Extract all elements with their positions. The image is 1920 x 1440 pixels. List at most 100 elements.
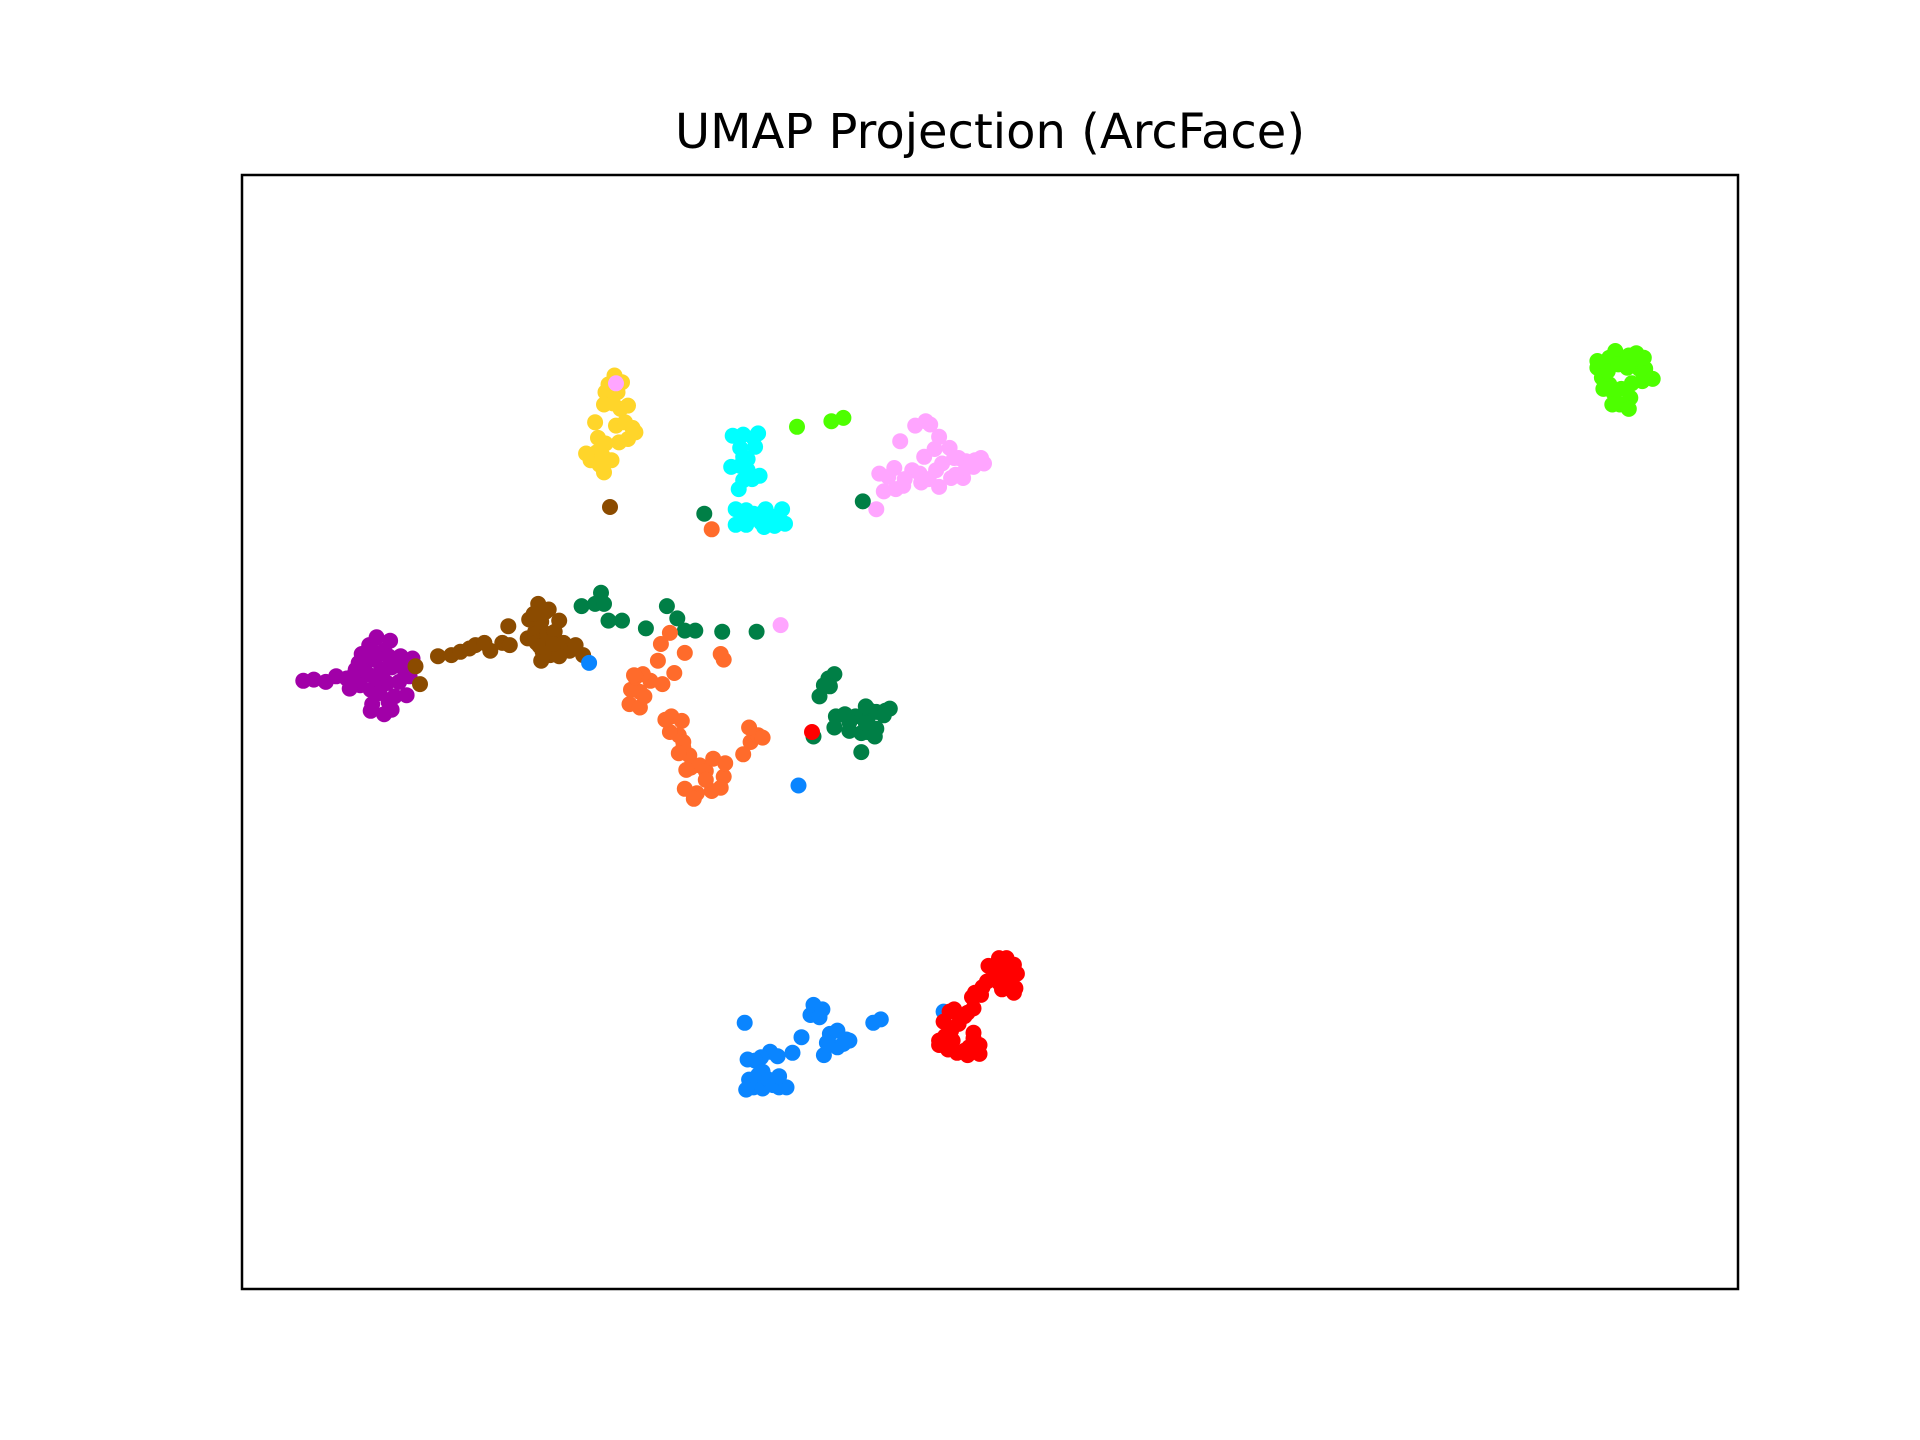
scatter-point-s4-p3 [922,416,939,433]
scatter-point-s9-p13 [980,957,997,974]
scatter-point-s4-p0 [892,433,909,450]
scatter-point-s5-p20 [1610,356,1627,373]
scatter-point-s7-p36 [670,745,687,762]
scatter-point-s4-p31 [928,462,945,479]
scatter-point-s8-p15 [815,1047,832,1064]
scatter-point-s6-p40 [857,715,874,732]
scatter-point-s4-p34 [772,617,789,634]
scatter-point-s0-p22 [386,688,403,705]
scatter-point-s7-p17 [712,646,729,662]
scatter-point-s7-p13 [649,652,666,669]
scatter-point-s1-p18 [533,652,550,669]
scatter-point-s7-p38 [735,746,752,763]
scatter-point-s6-p1 [854,493,871,510]
scatter-point-s7-p37 [678,761,695,778]
scatter-point-s8-p18 [769,1048,786,1065]
scatter-point-s7-p8 [623,681,639,698]
scatter-point-s6-p0 [696,505,713,522]
scatter-point-s8-p34 [872,1011,889,1028]
scatter-point-s8-p14 [835,1035,852,1052]
scatter-point-s1-p2 [430,648,446,665]
scatter-point-s8-p1 [790,777,807,794]
scatter-point-s9-p18 [973,986,989,1003]
scatter-point-s2-p14 [624,419,641,436]
scatter-point-s4-p32 [946,450,963,466]
scatter-point-s4-p18 [871,465,888,482]
scatter-point-s1-p1 [412,676,428,693]
scatter-point-s3-p28 [756,519,773,535]
scatter-point-s1-p32 [525,605,542,622]
scatter-point-s5-p29 [1635,349,1652,366]
scatter-point-s8-p3 [736,1014,753,1031]
scatter-point-s0-p39 [341,680,358,697]
scatter-point-s5-p24 [1620,400,1637,417]
scatter-point-s4-p4 [931,428,948,445]
scatter-point-s6-p5 [596,595,612,612]
scatter-point-s0-p1 [305,671,322,688]
scatter-point-s1-p34 [602,499,618,515]
scatter-point-s4-p21 [895,477,912,494]
scatter-point-s9-p39 [959,1004,976,1021]
scatter-point-s1-p0 [407,658,424,675]
scatter-point-s7-p42 [741,719,758,736]
plot-frame [240,173,1740,1291]
scatter-point-s6-p9 [658,598,675,615]
scatter-point-s4-p25 [943,470,960,486]
scatter-point-s1-p28 [551,648,568,665]
scatter-point-s1-p19 [531,638,548,655]
scatter-point-s1-p31 [537,603,554,620]
scatter-point-s0-p30 [374,665,391,681]
scatter-point-s5-p1 [823,413,840,430]
points-layer [295,343,1661,1098]
scatter-point-s2-p20 [620,397,636,414]
scatter-point-s4-p35 [608,375,624,392]
scatter-point-s3-p26 [735,506,752,523]
scatter-point-s7-p4 [654,676,671,693]
scatter-point-s6-p19 [811,688,828,705]
scatter-point-s4-p33 [965,458,982,475]
scatter-point-s1-p8 [482,642,499,659]
scatter-point-s0-p26 [382,632,399,649]
scatter-point-s3-p11 [747,438,764,455]
scatter-point-s8-p8 [814,1001,831,1018]
scatter-point-s6-p13 [714,623,731,640]
scatter-point-s7-p35 [661,724,678,740]
scatter-point-s1-p25 [546,623,563,640]
scatter-point-s7-p19 [673,712,690,729]
scatter-point-s9-p17 [1007,980,1024,997]
scatter-point-s1-p10 [501,637,518,654]
scatter-point-s6-p35 [866,728,883,745]
scatter-point-s0-p36 [362,702,379,719]
scatter-point-s7-p26 [705,750,722,767]
scatter-point-s2-p8 [597,435,614,452]
scatter-point-s2-p1 [587,414,604,431]
scatter-point-s6-p36 [841,714,858,730]
scatter-point-s9-p41 [997,971,1013,988]
scatter-point-s5-p2 [835,409,852,426]
scatter-point-s8-p35 [818,1034,835,1051]
scatter-point-s1-p33 [545,636,562,652]
scatter-point-s7-p2 [676,644,693,661]
scatter-point-s3-p3 [750,425,767,442]
scatter-point-s2-p3 [596,464,612,481]
scatter-point-s0-p27 [368,629,385,646]
scatter-point-s7-p15 [661,624,678,641]
scatter-point-s1-p12 [500,618,517,635]
scatter-point-s7-p12 [636,688,653,705]
scatter-point-s7-p14 [626,667,642,684]
scatter-point-s7-p3 [666,665,683,681]
scatter-point-s0-p29 [365,643,382,660]
scatter-point-s5-p28 [1589,353,1606,369]
scatter-point-s6-p39 [875,707,892,724]
scatter-point-s7-p0 [703,521,720,538]
scatter-point-s7-p33 [685,790,702,807]
scatter-point-s5-p0 [789,418,805,435]
scatter-point-s0-p31 [388,654,405,671]
scatter-point-s6-p34 [853,744,870,761]
scatter-point-s9-p33 [971,1045,988,1062]
scatter-point-s6-p37 [857,698,874,715]
scatter-point-s6-p7 [614,612,630,629]
scatter-point-s6-p16 [826,666,843,683]
scatter-point-s4-p30 [913,474,930,491]
chart-title: UMAP Projection (ArcFace) [675,104,1305,160]
